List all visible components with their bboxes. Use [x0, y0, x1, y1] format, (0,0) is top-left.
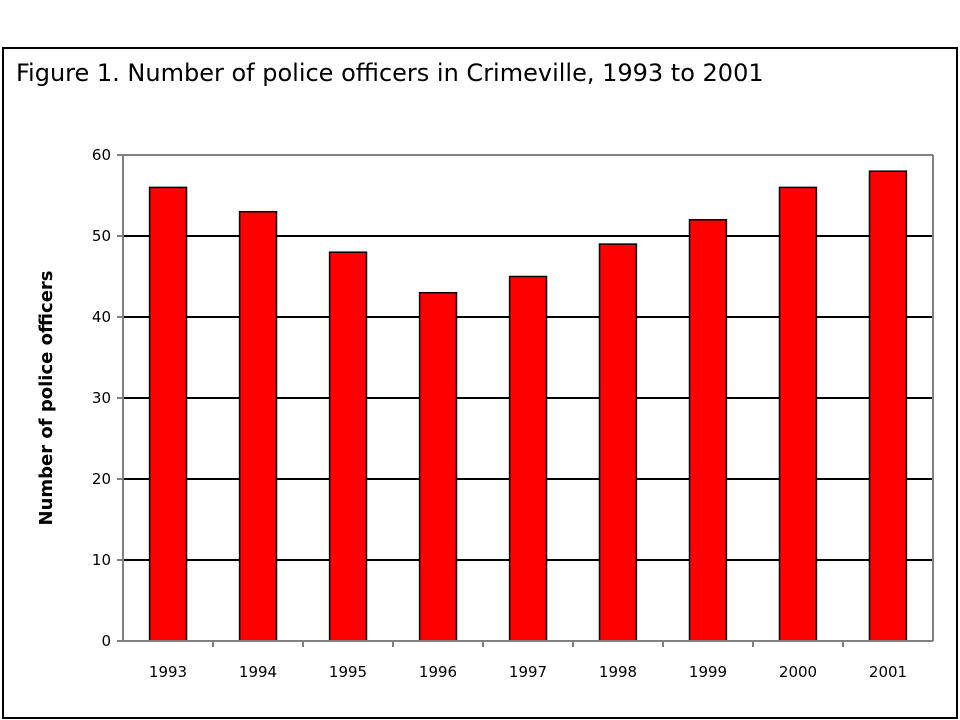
bar-1993	[148, 186, 188, 642]
bar-1995	[328, 251, 368, 642]
y-tick-label: 50	[92, 227, 111, 245]
bar-1997	[508, 275, 548, 642]
bar-1998	[598, 243, 638, 642]
x-tick-label: 1993	[149, 663, 187, 681]
y-tick-label: 0	[101, 632, 111, 650]
bar-2000	[778, 186, 818, 642]
bars	[148, 170, 908, 642]
x-tick-label: 1996	[419, 663, 457, 681]
axes	[117, 154, 934, 647]
y-axis-title: Number of police officers	[36, 271, 57, 526]
x-tick-label: 1994	[239, 663, 277, 681]
x-tick-label: 2001	[869, 663, 907, 681]
y-tick-label: 60	[92, 146, 111, 164]
x-tick-label: 1999	[689, 663, 727, 681]
figure-title: Figure 1. Number of police officers in C…	[16, 59, 764, 87]
bar-1999	[688, 219, 728, 642]
bar-1996	[418, 291, 458, 642]
x-tick-label: 1998	[599, 663, 637, 681]
y-tick-label: 10	[92, 551, 111, 569]
y-tick-labels: 0 10 20 30 40 50 60	[92, 146, 111, 650]
y-tick-label: 30	[92, 389, 111, 407]
x-tick-labels: 1993 1994 1995 1996 1997 1998 1999 2000 2001	[149, 663, 907, 681]
y-tick-label: 40	[92, 308, 111, 326]
x-tick-label: 2000	[779, 663, 817, 681]
bar-1994	[238, 210, 278, 642]
x-tick-label: 1995	[329, 663, 367, 681]
x-tick-label: 1997	[509, 663, 547, 681]
bar-2001	[868, 170, 908, 642]
y-tick-label: 20	[92, 470, 111, 488]
